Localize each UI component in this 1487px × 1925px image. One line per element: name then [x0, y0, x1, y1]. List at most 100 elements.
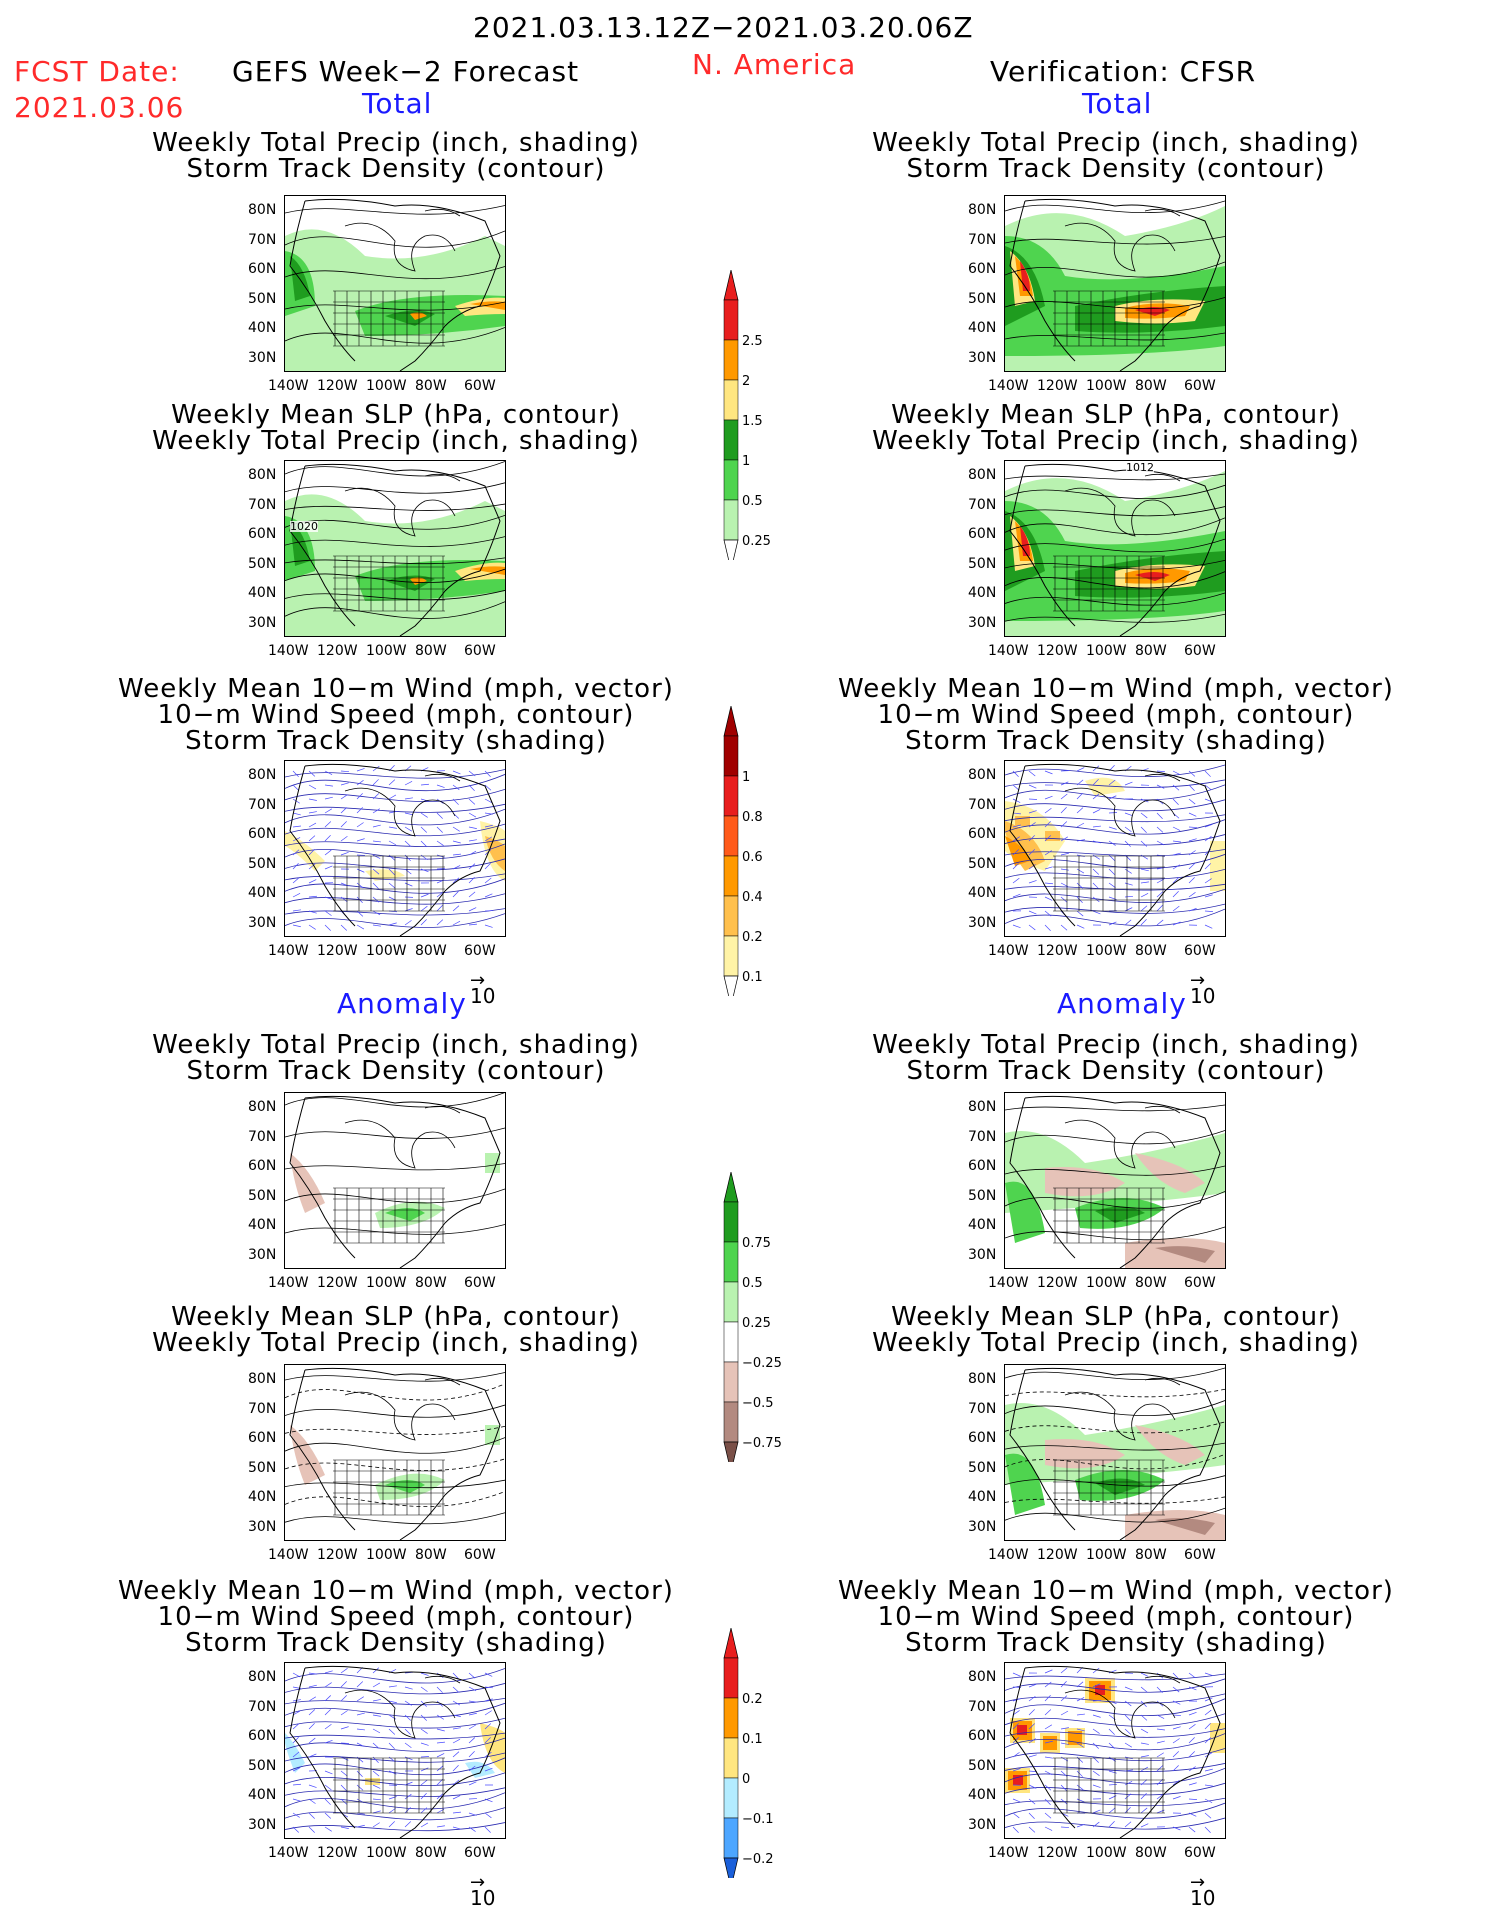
- lat-tick-label: 70N: [248, 796, 277, 813]
- lat-tick-label: 50N: [248, 1187, 277, 1204]
- colorbar-label: −0.25: [742, 1356, 782, 1371]
- lon-tick-label: 120W: [1037, 378, 1078, 394]
- lon-tick-label: 140W: [268, 1275, 309, 1291]
- lon-tick-label: 120W: [317, 1845, 358, 1861]
- panel-title-line: Weekly Mean SLP (hPa, contour): [891, 400, 1341, 430]
- map-canvas: [1005, 763, 1225, 936]
- panel-title-line: Storm Track Density (shading): [185, 1628, 607, 1658]
- lon-tick-label: 60W: [464, 378, 496, 394]
- lon-tick-label: 100W: [366, 1845, 407, 1861]
- lon-tick-label: 100W: [366, 1275, 407, 1291]
- colorbar-anom-precip: 0.75 0.5 0.25 −0.25 −0.5 −0.75: [718, 1172, 808, 1462]
- colorbar-label: 0.75: [742, 1236, 771, 1251]
- map-canvas: [285, 198, 505, 371]
- panel-title-line: Weekly Mean 10−m Wind (mph, vector): [838, 1576, 1394, 1606]
- fcst-label: FCST Date:: [14, 55, 180, 88]
- lat-tick-label: 70N: [248, 1400, 277, 1417]
- lat-tick-label: 40N: [968, 320, 997, 336]
- map-canvas: [1005, 1665, 1225, 1838]
- model-title: GEFS Week−2 Forecast: [232, 55, 580, 88]
- panel-title-line: Weekly Total Precip (inch, shading): [872, 128, 1360, 158]
- panel-title-line: Storm Track Density (shading): [905, 726, 1327, 756]
- colorbar-label: −0.75: [742, 1436, 782, 1451]
- lat-tick-label: 80N: [968, 202, 997, 218]
- map-canvas: [1005, 1367, 1225, 1540]
- colorbar-label: 0.8: [742, 810, 763, 825]
- lat-tick-label: 40N: [248, 1217, 277, 1233]
- slp-contour-label: 1012: [1126, 461, 1154, 474]
- lon-tick-label: 60W: [464, 943, 496, 959]
- lat-tick-label: 50N: [968, 555, 997, 572]
- map-canvas: [285, 1093, 505, 1268]
- colorbar-label: 2: [742, 374, 750, 389]
- lat-tick-label: 70N: [968, 1128, 997, 1145]
- lon-tick-label: 80W: [1135, 378, 1167, 394]
- panel-title-line: Storm Track Density (contour): [186, 154, 606, 184]
- lon-tick-label: 120W: [317, 378, 358, 394]
- vector-reference: → 10: [1190, 1872, 1216, 1910]
- lon-tick-label: 80W: [1135, 1275, 1167, 1291]
- vector-reference: → 10: [470, 1872, 496, 1910]
- colorbar-label: 0.25: [742, 534, 771, 549]
- lat-tick-label: 60N: [968, 261, 997, 277]
- lon-tick-label: 120W: [1037, 643, 1078, 659]
- cfsr-anomaly-label: Anomaly: [1057, 987, 1187, 1020]
- colorbar-label: 1: [742, 454, 750, 469]
- colorbar-total-track: 1 0.8 0.6 0.4 0.2 0.1: [718, 706, 798, 996]
- lon-tick-label: 140W: [268, 1547, 309, 1563]
- map-canvas: [285, 763, 505, 936]
- lat-tick-label: 40N: [968, 1787, 997, 1803]
- colorbar-label: 0: [742, 1772, 750, 1787]
- panel-title-line: Storm Track Density (contour): [906, 1056, 1326, 1086]
- lat-tick-label: 60N: [248, 1430, 277, 1446]
- lat-tick-label: 30N: [968, 614, 997, 631]
- lat-tick-label: 70N: [968, 496, 997, 513]
- lon-tick-label: 60W: [1184, 1845, 1216, 1861]
- lat-tick-label: 80N: [968, 767, 997, 783]
- lon-tick-label: 80W: [1135, 643, 1167, 659]
- vector-reference: → 10: [470, 970, 496, 1008]
- panel-title-line: Weekly Mean 10−m Wind (mph, vector): [118, 674, 674, 704]
- cfsr-total-label: Total: [1082, 87, 1153, 120]
- lon-tick-label: 80W: [415, 1845, 447, 1861]
- slp-contour-label: 1020: [290, 520, 318, 533]
- lat-tick-label: 80N: [248, 1099, 277, 1115]
- lon-tick-label: 120W: [1037, 1845, 1078, 1861]
- panel-title-line: 10−m Wind Speed (mph, contour): [157, 1602, 635, 1632]
- lat-tick-label: 60N: [248, 1728, 277, 1744]
- gefs-total-label: Total: [362, 87, 433, 120]
- lat-tick-label: 50N: [968, 1459, 997, 1476]
- colorbar-total-precip: 2.5 2 1.5 1 0.5 0.25: [718, 270, 798, 560]
- lat-tick-label: 50N: [968, 1757, 997, 1774]
- lat-tick-label: 40N: [968, 1217, 997, 1233]
- lat-tick-label: 60N: [968, 1728, 997, 1744]
- lon-tick-label: 100W: [366, 378, 407, 394]
- map-canvas: [1005, 1095, 1225, 1268]
- lon-tick-label: 80W: [415, 1547, 447, 1563]
- lat-tick-label: 40N: [248, 320, 277, 336]
- map-canvas: [285, 1665, 505, 1838]
- lat-tick-label: 70N: [968, 1698, 997, 1715]
- vector-reference-value: 10: [1190, 1886, 1216, 1910]
- lat-tick-label: 80N: [968, 467, 997, 483]
- panel-title-line: Weekly Mean SLP (hPa, contour): [171, 400, 621, 430]
- panel-title-line: Weekly Total Precip (inch, shading): [872, 426, 1360, 456]
- lat-tick-label: 70N: [968, 231, 997, 248]
- lat-tick-label: 60N: [968, 526, 997, 542]
- lon-tick-label: 140W: [988, 1547, 1029, 1563]
- panel-title-line: Weekly Mean SLP (hPa, contour): [891, 1302, 1341, 1332]
- lat-tick-label: 40N: [248, 585, 277, 601]
- lat-tick-label: 50N: [248, 855, 277, 872]
- lat-tick-label: 50N: [248, 290, 277, 307]
- lon-tick-label: 120W: [317, 1275, 358, 1291]
- panel-title-line: 10−m Wind Speed (mph, contour): [877, 1602, 1355, 1632]
- lat-tick-label: 40N: [968, 885, 997, 901]
- lon-tick-label: 80W: [415, 378, 447, 394]
- lon-tick-label: 100W: [1086, 943, 1127, 959]
- lat-tick-label: 40N: [248, 1489, 277, 1505]
- map-gefs-total-slp: [284, 460, 506, 637]
- lon-tick-label: 60W: [464, 1547, 496, 1563]
- lat-tick-label: 80N: [248, 202, 277, 218]
- panel-title-line: Weekly Total Precip (inch, shading): [152, 1328, 640, 1358]
- lat-tick-label: 50N: [968, 290, 997, 307]
